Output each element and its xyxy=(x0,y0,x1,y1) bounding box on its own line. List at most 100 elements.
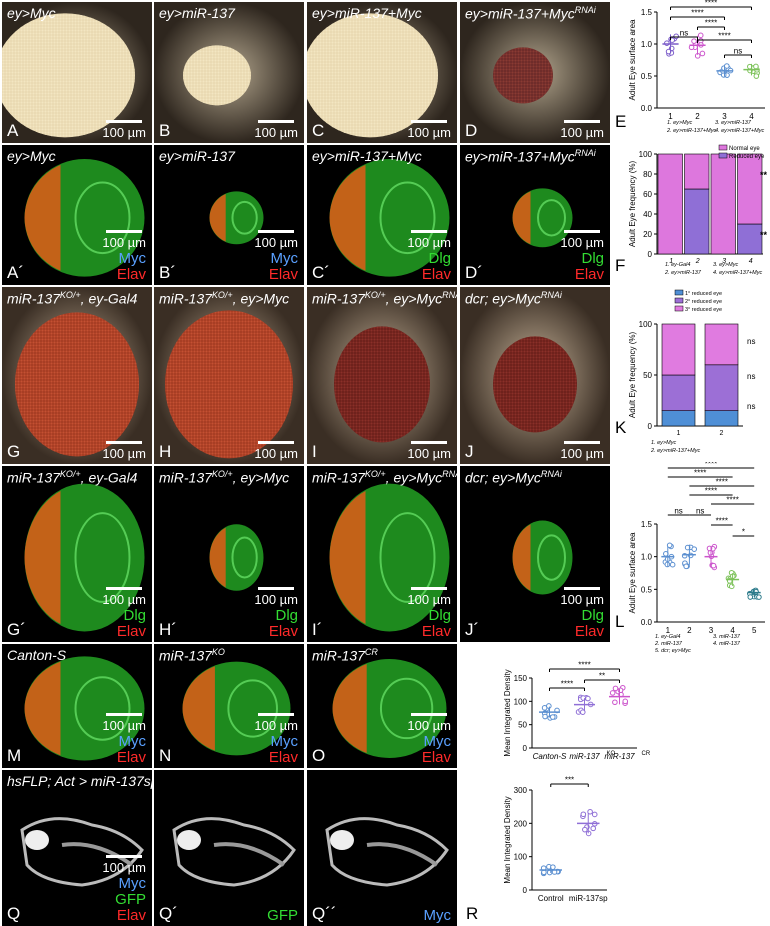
panel-title: miR-137KO/+, ey>MycRNAi xyxy=(312,469,457,486)
data-point xyxy=(585,695,591,702)
image-panel-G´: miR-137KO/+, ey-Gal4 G´ 100 µm Dlg Elav xyxy=(2,466,152,642)
legend-swatch xyxy=(718,152,728,159)
panel-label: G xyxy=(7,442,21,461)
data-point xyxy=(587,808,593,815)
x-tick-label: 3 xyxy=(722,112,727,121)
image-panel-G: miR-137KO/+, ey-Gal4 G 100 µm xyxy=(2,287,152,464)
x-tick-label: 2 xyxy=(720,430,724,437)
stain-label-dlg: Dlg xyxy=(581,607,604,624)
data-point xyxy=(728,583,735,590)
data-point xyxy=(546,703,552,709)
panel-label: I xyxy=(312,442,317,461)
image-panel-M: Canton-S M 100 µm Myc Elav xyxy=(2,644,152,768)
stain-label-myc: Myc xyxy=(270,250,299,267)
legend-entry: 3. ey>Myc xyxy=(713,262,738,268)
y-tick-label: 100 xyxy=(639,150,653,159)
data-point xyxy=(579,709,586,715)
x-tick-label: 2 xyxy=(687,626,692,635)
data-point xyxy=(753,73,760,79)
scale-bar: 100 µm xyxy=(407,230,451,250)
y-tick-label: 300 xyxy=(514,786,528,795)
stain-label-myc: Myc xyxy=(118,250,147,267)
stain-label-elav: Elav xyxy=(574,266,604,283)
data-point xyxy=(580,811,587,818)
significance-label: ns xyxy=(674,507,682,516)
bar-segment xyxy=(704,323,739,366)
x-tick-label: 3 xyxy=(722,258,726,265)
y-axis-title: Adult Eye surface area xyxy=(628,532,637,613)
scale-bar: 100 µm xyxy=(560,441,604,461)
panel-label-E: E xyxy=(615,112,627,131)
image-panel-A: ey>Myc A 100 µm xyxy=(2,2,152,143)
scale-bar: 100 µm xyxy=(254,120,298,140)
panel-label: C´ xyxy=(312,263,330,282)
panel-label: Q´ xyxy=(159,904,178,923)
y-axis-title: Adult Eye surface area xyxy=(628,19,637,100)
bar-segment xyxy=(657,153,683,255)
data-point xyxy=(673,33,679,40)
panel-label: G´ xyxy=(7,620,26,639)
legend-entry: 4. miR-137 xyxy=(713,641,741,647)
data-point xyxy=(699,50,706,57)
panel-title: hsFLP; Act > miR-137sp+GFP xyxy=(7,773,152,789)
significance-label: ns xyxy=(747,372,755,381)
stain-label-dlg: Dlg xyxy=(275,607,298,624)
panel-title: miR-137KO/+, ey>MycRNAi xyxy=(312,290,457,307)
x-tick-label: 4 xyxy=(730,626,735,635)
data-point xyxy=(691,546,698,552)
x-tick-label: Control xyxy=(538,894,564,903)
stain-label-myc: Myc xyxy=(270,733,299,750)
scale-bar: 100 µm xyxy=(102,713,146,733)
panel-label: D´ xyxy=(465,263,483,282)
image-panel-O: miR-137CR O 100 µm Myc Elav xyxy=(307,644,457,768)
panel-title: ey>Myc xyxy=(7,148,56,164)
significance-label: **** xyxy=(716,517,728,526)
data-point xyxy=(664,40,670,46)
y-tick-label: 0.0 xyxy=(641,104,653,113)
legend-entry: 2. ey>miR-137+Myc xyxy=(650,448,700,454)
panel-label: J xyxy=(465,442,474,461)
y-tick-label: 0 xyxy=(648,422,653,431)
significance-label: **** xyxy=(718,32,730,41)
image-panel-J: dcr; ey>MycRNAi J 100 µm xyxy=(460,287,610,464)
data-point xyxy=(582,826,588,833)
y-axis-title: Mean Integrated Density xyxy=(503,669,512,756)
bar-segment xyxy=(684,153,710,190)
x-tick-label: 3 xyxy=(709,626,714,635)
chart-F: 0 20 40 60 80 100 Adult Eye frequency (%) 1 2 3 4 N… xyxy=(615,142,770,282)
panel-label: D xyxy=(465,121,478,140)
legend-entry: 1. ey-Gal4 xyxy=(655,634,680,640)
y-tick-label: 50 xyxy=(643,371,652,380)
panel-label: A´ xyxy=(7,263,24,282)
significance-label: **** xyxy=(705,0,717,8)
y-tick-label: 0.5 xyxy=(641,72,653,81)
x-tick-label: 2 xyxy=(695,112,700,121)
y-tick-label: 0 xyxy=(648,250,653,259)
x-tick-sup: CR xyxy=(642,751,651,757)
legend-label: Normal eye xyxy=(729,146,760,152)
significance-label: **** xyxy=(561,680,573,689)
bar-segment xyxy=(710,153,736,255)
legend-entry: 4. ey>miR-137+Myc xyxy=(715,128,764,134)
x-tick-label: 1 xyxy=(668,112,673,121)
significance-label: ns xyxy=(734,47,742,56)
stain-label-elav: Elav xyxy=(421,266,451,283)
scale-bar: 100 µm xyxy=(407,120,451,140)
panel-label: Q xyxy=(7,904,21,923)
significance-label: ** xyxy=(760,170,768,180)
scale-bar: 100 µm xyxy=(560,230,604,250)
data-point xyxy=(669,561,676,568)
stain-label-gfp: GFP xyxy=(115,891,146,908)
bar-segment xyxy=(661,323,696,376)
data-point xyxy=(684,544,691,551)
x-tick-label: 4 xyxy=(749,112,754,121)
scale-bar: 100 µm xyxy=(254,713,298,733)
scale-bar: 100 µm xyxy=(102,230,146,250)
image-panel-H: miR-137KO/+, ey>Myc H 100 µm xyxy=(154,287,304,464)
panel-label: B xyxy=(159,121,171,140)
legend-entry: 3. miR-137 xyxy=(713,634,741,640)
x-tick-label: 1 xyxy=(677,430,681,437)
panel-title: Canton-S xyxy=(7,647,67,663)
bar-segment xyxy=(704,410,739,427)
